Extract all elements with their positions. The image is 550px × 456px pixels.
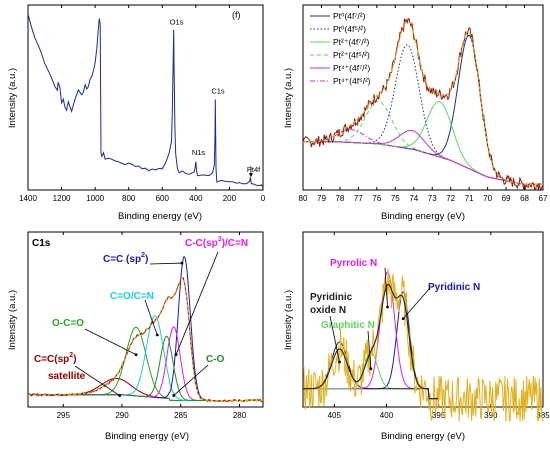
panel-letter: (f) bbox=[232, 10, 241, 20]
peak-label: N1s bbox=[192, 148, 206, 157]
label-arrow bbox=[84, 328, 137, 356]
panel-c1s: 295 290 285 280 C1s Binding energy (eV) Int… bbox=[7, 231, 264, 442]
x-tick-label: 77 bbox=[354, 194, 363, 203]
label-o-c-o: O-C=O bbox=[52, 318, 84, 329]
x-tick-label: 72 bbox=[446, 194, 455, 203]
panel-pt4f: 80 79 78 77 76 75 74 73 72 71 70 69 68 67 Binding ene… bbox=[283, 4, 548, 222]
x-tick-label: 67 bbox=[539, 194, 548, 203]
x-tick-label: 1000 bbox=[86, 194, 104, 203]
legend-label: Pt⁴⁺(4f⁵/²) bbox=[333, 76, 371, 86]
label-arrow-head bbox=[155, 333, 159, 337]
x-tick-label: 1200 bbox=[53, 194, 71, 203]
x-axis-title: Binding energy (eV) bbox=[118, 211, 202, 222]
x-tick-label: 385 bbox=[536, 411, 550, 420]
label-pyridinic: Pyridinic N bbox=[428, 282, 480, 293]
x-tick-label: 600 bbox=[156, 194, 170, 203]
x-axis-title: Binding energy (eV) bbox=[105, 431, 189, 442]
label-arrow-head bbox=[172, 394, 176, 397]
label-arrow-head bbox=[338, 360, 341, 364]
label-c-o: C-O bbox=[206, 354, 225, 365]
raw-data-line bbox=[27, 276, 264, 403]
legend-label: Pt⁰(4f⁵/²) bbox=[333, 24, 366, 34]
fit-envelope-line bbox=[303, 283, 439, 400]
label-arrow bbox=[175, 251, 219, 355]
x-axis-title: Binding energy (eV) bbox=[381, 431, 465, 442]
plot-frame bbox=[302, 231, 544, 408]
survey-spectrum-line bbox=[27, 13, 264, 188]
x-tick-label: 69 bbox=[502, 194, 511, 203]
label-c-o-c-n: C=O/C=N bbox=[110, 291, 154, 302]
x-tick-label: 0 bbox=[261, 194, 266, 203]
x-tick-label: 395 bbox=[432, 411, 446, 420]
label-arrow-head bbox=[174, 353, 178, 357]
label-arrow bbox=[384, 267, 388, 308]
label-arrow bbox=[173, 364, 209, 396]
fit-envelope-line bbox=[303, 20, 543, 185]
x-tick-label: 390 bbox=[484, 411, 498, 420]
x-tick-label: 280 bbox=[233, 411, 247, 420]
x-tick-label: 405 bbox=[328, 411, 342, 420]
label-arrow bbox=[329, 315, 340, 363]
x-tick-label: 295 bbox=[57, 411, 71, 420]
x-tick-label: 1400 bbox=[19, 194, 37, 203]
legend-label: Pt²⁺(4f⁷/²) bbox=[333, 37, 370, 47]
label-arrow-head bbox=[118, 394, 122, 397]
plot-frame bbox=[27, 231, 264, 408]
x-tick-label: 400 bbox=[380, 411, 394, 420]
y-axis-title: Intensity (a.u.) bbox=[7, 290, 18, 350]
x-tick-label: 76 bbox=[372, 194, 381, 203]
x-tick-label: 68 bbox=[520, 194, 529, 203]
label-arrow bbox=[402, 287, 431, 319]
x-tick-label: 73 bbox=[428, 194, 437, 203]
label-pyridinic-oxide: Pyridinic bbox=[310, 292, 353, 303]
plot-frame bbox=[27, 4, 264, 191]
label-satellite-2: satellite bbox=[48, 371, 86, 382]
x-tick-label: 400 bbox=[189, 194, 203, 203]
label-c-c-sp2: C=C (sp2) bbox=[103, 252, 148, 265]
label-arrow bbox=[149, 262, 182, 265]
plot-frame bbox=[302, 4, 544, 191]
label-arrow bbox=[144, 299, 158, 336]
x-tick-label: 290 bbox=[115, 411, 129, 420]
x-tick-label: 800 bbox=[122, 194, 136, 203]
panel-n1s: 405 400 395 390 385 Binding energy (eV) Inte… bbox=[283, 231, 550, 442]
peak-label: C1s bbox=[211, 86, 225, 95]
peak-label: O1s bbox=[170, 17, 184, 26]
label-pyrrolic: Pyrrolic N bbox=[330, 258, 377, 269]
x-tick-label: 70 bbox=[483, 194, 492, 203]
x-tick-label: 78 bbox=[335, 194, 344, 203]
label-satellite: C=C(sp2) bbox=[34, 352, 77, 365]
x-tick-label: 200 bbox=[223, 194, 237, 203]
raw-data-line bbox=[302, 268, 544, 422]
y-axis-title: Intensity (a.u.) bbox=[7, 68, 18, 128]
label-c-c-sp3: C-C(sp3)/C=N bbox=[185, 236, 248, 249]
legend: Pt⁰(4f⁷/²) Pt⁰(4f⁵/²) Pt²⁺(4f⁷/²) Pt²⁺(4f⁵/… bbox=[310, 11, 371, 86]
x-tick-label: 75 bbox=[391, 194, 400, 203]
peak-label: Pt4f bbox=[247, 165, 261, 174]
x-tick-label: 79 bbox=[317, 194, 326, 203]
legend-label: Pt²⁺(4f⁵/²) bbox=[333, 50, 370, 60]
label-arrow-head bbox=[401, 317, 405, 321]
label-arrow-head bbox=[180, 261, 184, 265]
x-tick-label: 71 bbox=[465, 194, 474, 203]
x-axis-title: Binding energy (eV) bbox=[381, 211, 465, 222]
label-graphitic: Graphitic N bbox=[321, 320, 375, 331]
x-tick-label: 285 bbox=[174, 411, 188, 420]
y-axis-title: Intensity (a.u.) bbox=[283, 68, 294, 128]
panel-title: C1s bbox=[32, 238, 51, 249]
label-pyridinic-oxide-2: oxide N bbox=[310, 305, 346, 316]
panel-survey: 1400 1200 1000 800 600 400 200 0 (f) Binding en… bbox=[7, 4, 266, 222]
label-arrow-head bbox=[134, 353, 138, 357]
label-arrow-head bbox=[386, 305, 389, 309]
legend-label: Pt⁰(4f⁷/²) bbox=[333, 11, 366, 21]
x-tick-label: 80 bbox=[299, 194, 308, 203]
x-tick-label: 74 bbox=[409, 194, 418, 203]
label-arrow-head bbox=[369, 367, 373, 371]
legend-label: Pt⁴⁺(4f⁷/²) bbox=[333, 63, 370, 73]
y-axis-title: Intensity (a.u.) bbox=[283, 290, 294, 350]
label-arrow bbox=[74, 365, 120, 396]
label-arrow bbox=[367, 330, 372, 369]
pt4f-arrow-head bbox=[248, 173, 253, 178]
